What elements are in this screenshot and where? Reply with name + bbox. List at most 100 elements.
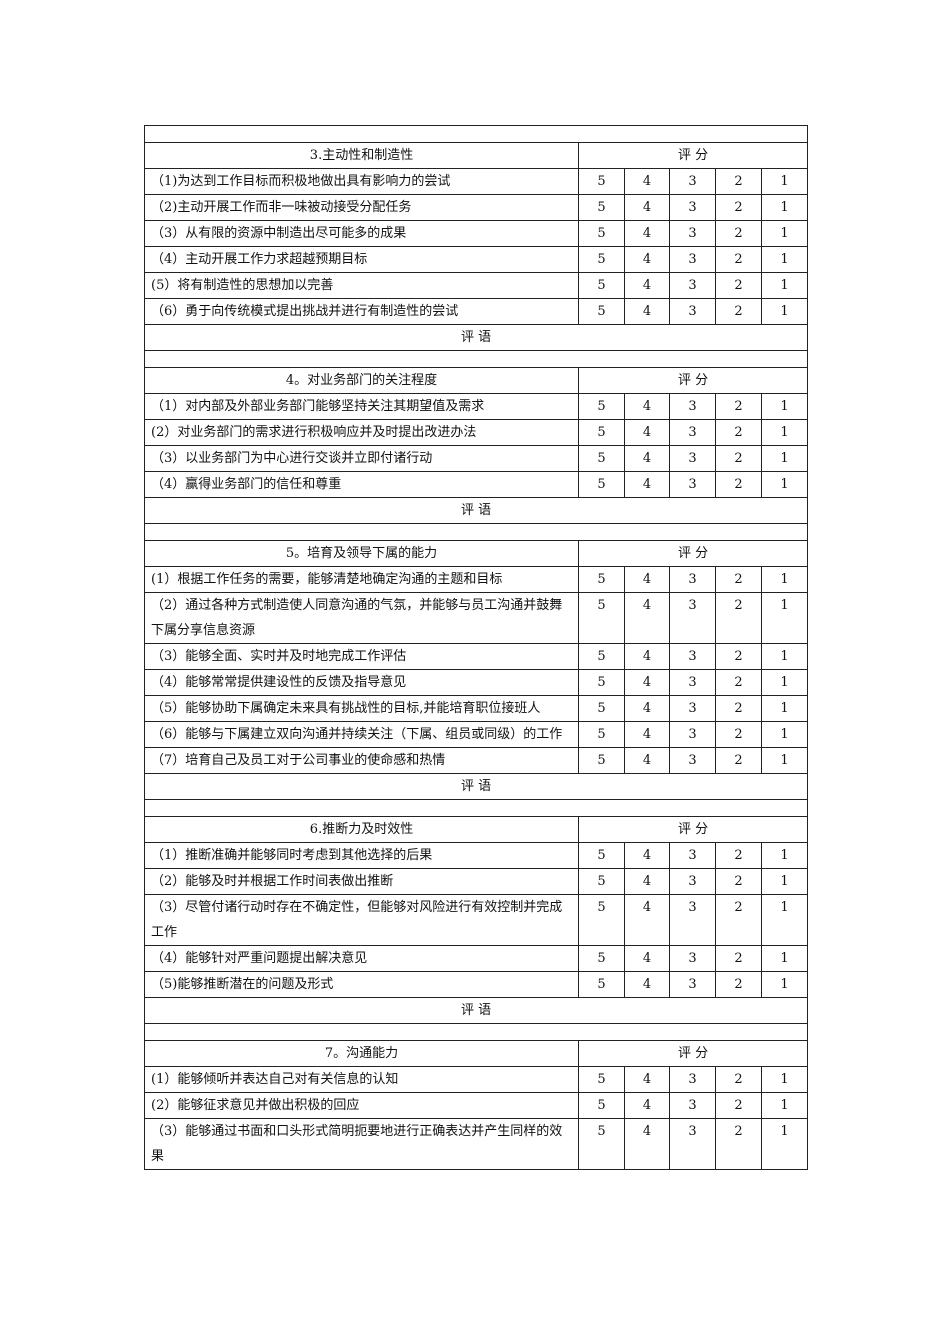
score-option[interactable]: 5: [578, 945, 625, 972]
score-option[interactable]: 4: [624, 868, 670, 895]
score-option[interactable]: 5: [578, 445, 625, 472]
score-option[interactable]: 1: [760, 1092, 809, 1119]
score-option[interactable]: 2: [715, 945, 762, 972]
score-option[interactable]: 3: [669, 272, 716, 299]
score-option[interactable]: 5: [578, 721, 625, 748]
score-option[interactable]: 3: [669, 419, 716, 446]
score-option[interactable]: 4: [624, 1092, 670, 1119]
score-option[interactable]: 2: [715, 669, 762, 696]
score-option[interactable]: 1: [760, 168, 809, 195]
score-option[interactable]: 4: [624, 894, 670, 946]
score-option[interactable]: 4: [624, 1118, 670, 1170]
score-option[interactable]: 3: [669, 669, 716, 696]
score-option[interactable]: 1: [760, 246, 809, 273]
score-option[interactable]: 1: [760, 592, 809, 644]
score-option[interactable]: 1: [760, 643, 809, 670]
score-option[interactable]: 4: [624, 721, 670, 748]
score-option[interactable]: 1: [760, 971, 809, 998]
score-option[interactable]: 1: [760, 669, 809, 696]
score-option[interactable]: 2: [715, 721, 762, 748]
comment-label[interactable]: 评 语: [143, 997, 809, 1024]
score-option[interactable]: 4: [624, 669, 670, 696]
score-option[interactable]: 2: [715, 220, 762, 247]
score-option[interactable]: 2: [715, 842, 762, 869]
score-option[interactable]: 5: [578, 894, 625, 946]
score-option[interactable]: 1: [760, 471, 809, 498]
score-option[interactable]: 3: [669, 168, 716, 195]
score-option[interactable]: 1: [760, 1066, 809, 1093]
score-option[interactable]: 4: [624, 272, 670, 299]
score-option[interactable]: 4: [624, 643, 670, 670]
score-option[interactable]: 3: [669, 721, 716, 748]
score-option[interactable]: 2: [715, 272, 762, 299]
score-option[interactable]: 5: [578, 1092, 625, 1119]
score-option[interactable]: 3: [669, 566, 716, 593]
score-option[interactable]: 3: [669, 393, 716, 420]
score-option[interactable]: 2: [715, 643, 762, 670]
score-option[interactable]: 2: [715, 971, 762, 998]
score-option[interactable]: 5: [578, 272, 625, 299]
score-option[interactable]: 2: [715, 393, 762, 420]
score-option[interactable]: 1: [760, 298, 809, 325]
score-option[interactable]: 4: [624, 168, 670, 195]
score-option[interactable]: 1: [760, 194, 809, 221]
score-option[interactable]: 3: [669, 842, 716, 869]
score-option[interactable]: 3: [669, 643, 716, 670]
score-option[interactable]: 3: [669, 246, 716, 273]
score-option[interactable]: 5: [578, 566, 625, 593]
score-option[interactable]: 3: [669, 194, 716, 221]
score-option[interactable]: 1: [760, 445, 809, 472]
score-option[interactable]: 4: [624, 566, 670, 593]
score-option[interactable]: 4: [624, 393, 670, 420]
score-option[interactable]: 1: [760, 220, 809, 247]
score-option[interactable]: 5: [578, 695, 625, 722]
score-option[interactable]: 4: [624, 971, 670, 998]
score-option[interactable]: 2: [715, 1066, 762, 1093]
score-option[interactable]: 5: [578, 1118, 625, 1170]
score-option[interactable]: 5: [578, 194, 625, 221]
score-option[interactable]: 3: [669, 971, 716, 998]
score-option[interactable]: 5: [578, 842, 625, 869]
score-option[interactable]: 3: [669, 945, 716, 972]
comment-label[interactable]: 评 语: [143, 497, 809, 524]
score-option[interactable]: 1: [760, 747, 809, 774]
score-option[interactable]: 2: [715, 168, 762, 195]
score-option[interactable]: 5: [578, 669, 625, 696]
comment-label[interactable]: 评 语: [143, 324, 809, 351]
score-option[interactable]: 1: [760, 945, 809, 972]
score-option[interactable]: 4: [624, 945, 670, 972]
score-option[interactable]: 2: [715, 419, 762, 446]
score-option[interactable]: 1: [760, 894, 809, 946]
score-option[interactable]: 4: [624, 747, 670, 774]
score-option[interactable]: 1: [760, 1118, 809, 1170]
score-option[interactable]: 5: [578, 298, 625, 325]
score-option[interactable]: 2: [715, 695, 762, 722]
score-option[interactable]: 2: [715, 592, 762, 644]
score-option[interactable]: 5: [578, 220, 625, 247]
score-option[interactable]: 3: [669, 220, 716, 247]
score-option[interactable]: 1: [760, 842, 809, 869]
score-option[interactable]: 4: [624, 298, 670, 325]
score-option[interactable]: 4: [624, 419, 670, 446]
score-option[interactable]: 3: [669, 471, 716, 498]
score-option[interactable]: 2: [715, 194, 762, 221]
score-option[interactable]: 3: [669, 868, 716, 895]
score-option[interactable]: 5: [578, 643, 625, 670]
score-option[interactable]: 3: [669, 894, 716, 946]
score-option[interactable]: 5: [578, 592, 625, 644]
score-option[interactable]: 3: [669, 445, 716, 472]
score-option[interactable]: 2: [715, 566, 762, 593]
score-option[interactable]: 4: [624, 445, 670, 472]
score-option[interactable]: 2: [715, 471, 762, 498]
score-option[interactable]: 3: [669, 1118, 716, 1170]
score-option[interactable]: 3: [669, 592, 716, 644]
score-option[interactable]: 2: [715, 868, 762, 895]
score-option[interactable]: 2: [715, 246, 762, 273]
score-option[interactable]: 4: [624, 246, 670, 273]
score-option[interactable]: 3: [669, 1092, 716, 1119]
score-option[interactable]: 4: [624, 471, 670, 498]
score-option[interactable]: 2: [715, 445, 762, 472]
score-option[interactable]: 5: [578, 419, 625, 446]
score-option[interactable]: 1: [760, 272, 809, 299]
score-option[interactable]: 5: [578, 868, 625, 895]
